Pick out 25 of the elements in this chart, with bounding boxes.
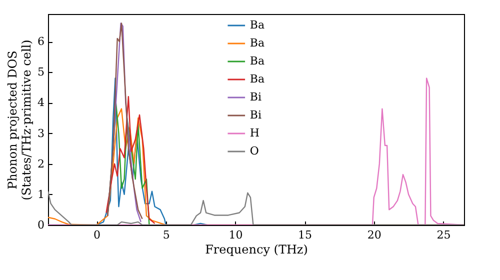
- legend-label: Ba: [250, 72, 265, 86]
- y-axis-title: Phonon projected DOS (States/THz·primitive cell): [6, 40, 34, 200]
- y-tick-label: 4: [38, 96, 44, 110]
- y-tick-label: 1: [38, 188, 44, 201]
- x-tick-label: 20: [367, 228, 382, 242]
- line-series: [106, 96, 156, 224]
- y-tick-label: 6: [38, 35, 44, 48]
- y-tick-label: 5: [38, 66, 44, 79]
- x-axis-title: Frequency (THz): [205, 242, 308, 256]
- x-tick-label: 10: [228, 228, 243, 242]
- legend-label: Ba: [250, 18, 265, 32]
- y-tick-label: 3: [38, 126, 44, 140]
- x-tick-label: 25: [436, 228, 451, 242]
- y-tick-label: 2: [38, 157, 44, 170]
- legend-label: H: [250, 126, 260, 140]
- x-tick-label: 15: [298, 228, 312, 242]
- line-series: [48, 190, 464, 225]
- legend-label: Bi: [250, 90, 262, 104]
- legend-label: O: [250, 144, 259, 158]
- y-tick-label: 0: [38, 218, 44, 232]
- legend-label: Ba: [250, 54, 265, 68]
- x-tick-label: 0: [94, 228, 101, 242]
- x-tick-label: 5: [162, 228, 170, 242]
- legend-label: Ba: [250, 36, 265, 50]
- legend-label: Bi: [250, 108, 262, 122]
